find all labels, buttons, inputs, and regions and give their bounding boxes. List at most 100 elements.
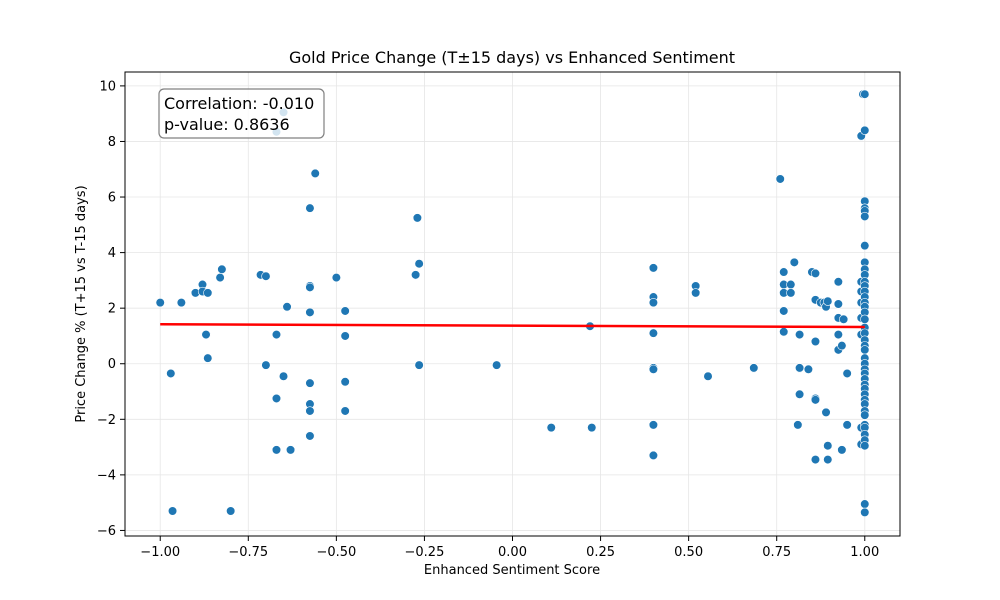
- y-tick-label: 2: [108, 302, 116, 317]
- data-point: [648, 450, 659, 461]
- data-point: [305, 203, 315, 213]
- data-point: [305, 431, 315, 441]
- data-point: [842, 420, 852, 430]
- data-point: [860, 499, 870, 509]
- data-point: [810, 395, 821, 405]
- data-point: [215, 273, 225, 283]
- data-point: [703, 371, 713, 381]
- y-tick-label: 10: [99, 79, 116, 94]
- data-point: [217, 264, 227, 274]
- annotation-box: [158, 88, 325, 139]
- x-tick-label: 0.50: [674, 545, 703, 560]
- data-point: [261, 360, 271, 370]
- data-point: [860, 314, 870, 324]
- y-tick-label: −2: [97, 413, 116, 428]
- data-point: [860, 441, 870, 451]
- data-point: [860, 345, 870, 355]
- data-point: [167, 506, 178, 516]
- data-point: [414, 360, 424, 370]
- grid-lines: [125, 72, 900, 536]
- data-point: [282, 302, 292, 312]
- data-point: [340, 406, 350, 416]
- data-point: [837, 341, 847, 351]
- data-point: [837, 445, 847, 455]
- data-point: [821, 407, 831, 417]
- data-point: [648, 263, 659, 273]
- data-point: [412, 213, 422, 223]
- data-point: [166, 368, 176, 379]
- y-tick-label: 8: [108, 135, 116, 150]
- data-point: [203, 288, 213, 298]
- data-point: [860, 211, 870, 222]
- data-point: [833, 329, 843, 340]
- data-point: [833, 277, 843, 287]
- data-point: [305, 378, 315, 388]
- data-point: [155, 298, 165, 308]
- data-point: [226, 506, 236, 516]
- data-point: [810, 268, 821, 279]
- y-tick-label: 4: [108, 246, 116, 261]
- data-points: [155, 89, 870, 517]
- x-tick-label: −0.75: [228, 545, 268, 560]
- data-point: [691, 288, 701, 298]
- data-point: [648, 364, 659, 374]
- y-axis-ticks: −6 −4 −2 0 2 4 6 8 10: [97, 79, 125, 539]
- data-point: [271, 445, 282, 455]
- data-point: [823, 441, 833, 451]
- regression-line: [160, 323, 865, 329]
- data-point: [340, 331, 350, 341]
- data-point: [271, 393, 282, 404]
- p-value-text: p-value: 0.8636: [164, 115, 290, 134]
- data-point: [414, 259, 424, 269]
- data-point: [833, 299, 843, 309]
- data-point: [810, 454, 821, 465]
- data-point: [492, 360, 502, 370]
- y-tick-label: 0: [108, 357, 116, 372]
- data-point: [648, 328, 659, 338]
- data-point: [648, 298, 659, 308]
- data-point: [779, 306, 789, 316]
- data-point: [842, 368, 852, 379]
- x-tick-label: 1.00: [850, 545, 879, 560]
- data-point: [786, 288, 796, 298]
- data-point: [860, 125, 870, 135]
- data-point: [779, 267, 789, 277]
- data-point: [331, 273, 341, 283]
- x-axis-ticks: −1.00 −0.75 −0.50 −0.25 0.00 0.25 0.50 0.75 1.00: [140, 536, 879, 560]
- data-point: [860, 241, 870, 251]
- data-point: [823, 454, 833, 465]
- data-point: [803, 364, 814, 374]
- data-point: [546, 423, 556, 433]
- y-tick-label: 6: [108, 191, 116, 206]
- data-point: [839, 314, 849, 324]
- x-tick-label: −1.00: [140, 545, 180, 560]
- data-point: [305, 307, 315, 317]
- data-point: [261, 271, 271, 281]
- y-axis-label: Price Change % (T+15 vs T-15 days): [74, 185, 89, 422]
- data-point: [340, 377, 350, 387]
- data-point: [203, 353, 213, 363]
- x-axis-label: Enhanced Sentiment Score: [424, 563, 600, 578]
- x-tick-label: 0.75: [762, 545, 791, 560]
- correlation-annotation: Correlation: -0.010 p-value: 0.8636: [158, 88, 325, 139]
- data-point: [648, 420, 659, 430]
- data-point: [860, 89, 870, 99]
- data-point: [860, 410, 870, 420]
- x-tick-label: 0.25: [586, 545, 615, 560]
- data-point: [795, 389, 805, 399]
- data-point: [789, 257, 799, 267]
- data-point: [749, 363, 759, 373]
- y-tick-label: −6: [97, 524, 116, 539]
- data-point: [775, 174, 785, 184]
- data-point: [795, 329, 805, 340]
- chart-title: Gold Price Change (T±15 days) vs Enhance…: [289, 48, 735, 67]
- data-point: [310, 168, 320, 179]
- data-point: [305, 282, 315, 292]
- x-tick-label: −0.25: [405, 545, 445, 560]
- data-point: [786, 279, 796, 290]
- data-point: [176, 298, 186, 308]
- data-point: [779, 327, 789, 337]
- data-point: [860, 507, 870, 517]
